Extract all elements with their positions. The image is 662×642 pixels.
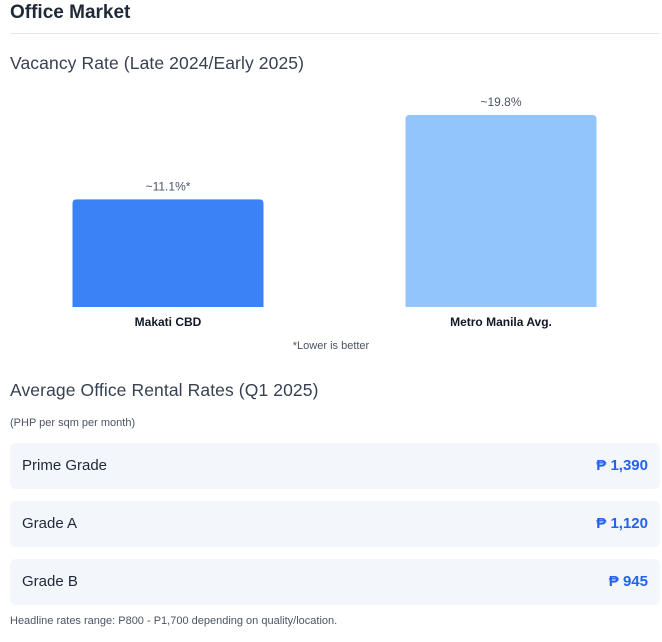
- chart-bar: [72, 199, 264, 307]
- rental-footer-note: Headline rates range: P800 - P1,700 depe…: [10, 615, 338, 627]
- rate-row-prime: Prime Grade ₱ 1,390: [10, 443, 660, 489]
- bar-data-label: ~11.1%*: [146, 179, 191, 193]
- rate-row-value: ₱ 1,390: [596, 457, 648, 474]
- rental-units-note: (PHP per sqm per month): [10, 417, 136, 429]
- chart-bar: [405, 115, 597, 307]
- rate-row-label: Grade B: [22, 573, 78, 590]
- bar-data-label: ~19.8%: [480, 95, 521, 109]
- x-tick-label: Makati CBD: [135, 315, 202, 329]
- rate-row-label: Prime Grade: [22, 457, 108, 474]
- chart-footnote: *Lower is better: [292, 340, 370, 352]
- vacancy-section-title: Vacancy Rate (Late 2024/Early 2025): [10, 53, 305, 73]
- rate-row-grade-a: Grade A ₱ 1,120: [10, 501, 660, 547]
- title-divider: [10, 33, 660, 34]
- page-title: Office Market: [10, 2, 131, 23]
- x-tick-label: Metro Manila Avg.: [450, 315, 552, 329]
- rate-row-value: ₱ 945: [608, 573, 648, 590]
- rate-row-label: Grade A: [22, 515, 78, 532]
- vacancy-bar-chart: ~11.1%* Makati CBD ~19.8% Metro Manila Avg.: [0, 85, 662, 355]
- rental-section-title: Average Office Rental Rates (Q1 2025): [10, 380, 319, 400]
- rate-row-grade-b: Grade B ₱ 945: [10, 559, 660, 605]
- rate-row-value: ₱ 1,120: [596, 515, 648, 532]
